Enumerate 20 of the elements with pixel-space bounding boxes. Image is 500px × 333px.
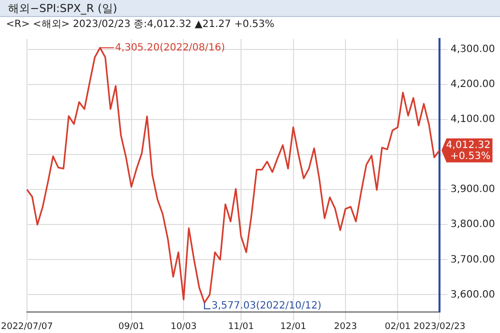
x-tick-label: 02/01	[384, 322, 411, 332]
y-tick-label: 4,100.00	[450, 114, 495, 126]
text: 4,012.32 +0.53%	[446, 140, 490, 162]
x-tick-label: 09/01	[118, 322, 144, 332]
x-tick-label: 10/03	[170, 322, 197, 332]
x-tick-label: 2022/07/07	[1, 322, 53, 332]
y-tick-label: 3,900.00	[450, 184, 495, 196]
x-tick-label: 2023	[334, 322, 357, 332]
y-tick-label: 4,200.00	[450, 79, 495, 90]
annotation: 4,305.20(2022/08/16)	[115, 42, 226, 54]
y-tick-label: 3,600.00	[450, 289, 495, 300]
y-tick-label: 3,700.00	[450, 254, 495, 266]
x-tick-label: 11/01	[228, 322, 254, 332]
annotation: 3,577.03(2022/10/12)	[211, 300, 322, 312]
chart-subtitle: <R> <해외> 2023/02/23 종:4,012.32 ▲21.27 +0.53%	[6, 18, 274, 31]
y-tick-label: 3,800.00	[450, 219, 495, 230]
x-tick-label: 12/01	[280, 322, 306, 332]
chart-title: 해외−SPI:SPX_R (일)	[0, 0, 500, 17]
x-tick-label: 2023/02/23	[414, 322, 466, 332]
y-tick-label: 4,300.00	[450, 44, 495, 56]
